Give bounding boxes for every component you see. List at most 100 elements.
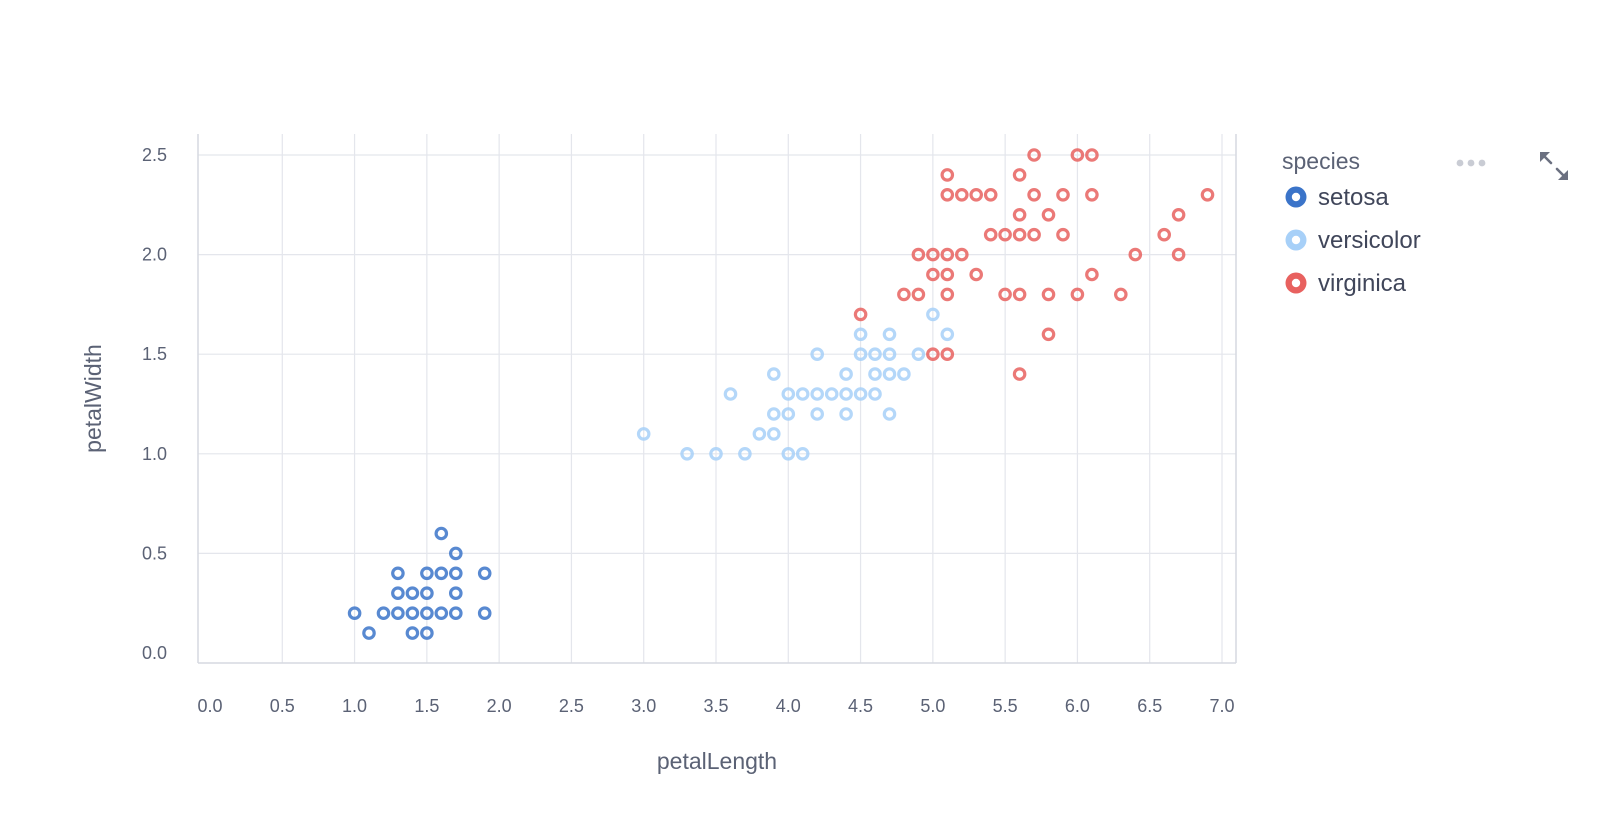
x-tick-label: 5.5	[993, 696, 1018, 716]
x-axis-title: petalLength	[657, 748, 777, 774]
point-virginica	[1085, 188, 1099, 202]
legend-label-versicolor: versicolor	[1318, 227, 1421, 254]
point-virginica	[926, 247, 940, 262]
point-versicolor	[926, 307, 940, 322]
point-virginica	[1128, 247, 1143, 262]
point-versicolor	[839, 407, 853, 421]
y-tick-label: 0.0	[142, 643, 167, 663]
point-virginica	[940, 347, 955, 361]
point-versicolor	[882, 327, 897, 342]
point-setosa	[434, 606, 449, 620]
point-versicolor	[766, 367, 781, 381]
point-versicolor	[882, 347, 897, 361]
point-setosa	[420, 566, 434, 581]
point-virginica	[1171, 247, 1186, 262]
point-virginica	[969, 267, 983, 282]
point-setosa	[448, 606, 463, 620]
fullscreen-expand-icon[interactable]	[1536, 148, 1572, 184]
x-tick-label: 1.0	[342, 696, 367, 716]
point-virginica	[1012, 168, 1027, 182]
point-virginica	[1085, 148, 1099, 162]
point-versicolor	[810, 407, 824, 421]
x-tick-label: 5.0	[920, 696, 945, 716]
more-dots	[1456, 159, 1486, 167]
point-virginica	[1027, 188, 1041, 202]
point-setosa	[477, 606, 492, 620]
legend-marker-hole	[1291, 192, 1301, 202]
point-virginica	[926, 347, 940, 361]
legend-marker-hole	[1291, 235, 1301, 245]
point-virginica	[940, 267, 955, 282]
point-virginica	[940, 247, 955, 262]
point-versicolor	[810, 347, 824, 361]
point-setosa	[477, 566, 492, 581]
point-versicolor	[882, 407, 897, 421]
point-versicolor	[781, 446, 796, 461]
point-setosa	[405, 606, 420, 620]
point-virginica	[940, 168, 955, 182]
point-virginica	[998, 287, 1012, 302]
point-versicolor	[766, 407, 781, 421]
point-virginica	[998, 227, 1012, 242]
point-virginica	[1200, 188, 1215, 202]
point-versicolor	[853, 347, 868, 361]
point-virginica	[940, 287, 955, 302]
point-virginica	[969, 188, 983, 202]
point-setosa	[405, 626, 420, 640]
x-tick-label: 3.0	[631, 696, 656, 716]
x-tick-label: 3.5	[703, 696, 728, 716]
data-points	[347, 148, 1215, 640]
point-versicolor	[839, 387, 853, 401]
point-setosa	[448, 566, 463, 581]
point-virginica	[897, 287, 911, 302]
point-setosa	[347, 606, 362, 620]
point-setosa	[362, 626, 376, 640]
x-tick-label: 4.0	[776, 696, 801, 716]
point-setosa	[376, 606, 391, 620]
point-virginica	[1157, 227, 1171, 242]
point-virginica	[1041, 287, 1056, 302]
point-versicolor	[853, 387, 868, 401]
point-versicolor	[709, 446, 723, 461]
point-versicolor	[868, 347, 882, 361]
point-virginica	[1012, 227, 1027, 242]
point-versicolor	[766, 427, 781, 441]
more-options-icon[interactable]	[1452, 150, 1490, 176]
point-virginica	[983, 188, 998, 202]
point-virginica	[1171, 208, 1186, 222]
point-versicolor	[723, 387, 738, 401]
y-tick-label: 0.5	[142, 543, 167, 563]
x-tick-label: 2.0	[487, 696, 512, 716]
point-virginica	[940, 188, 955, 202]
point-setosa	[448, 546, 463, 561]
point-versicolor	[752, 427, 767, 441]
legend-label-virginica: virginica	[1318, 270, 1407, 297]
x-tick-label: 6.0	[1065, 696, 1090, 716]
x-tick-label: 6.5	[1137, 696, 1162, 716]
point-virginica	[1012, 287, 1027, 302]
point-versicolor	[738, 446, 752, 461]
point-virginica	[1114, 287, 1128, 302]
point-setosa	[420, 586, 434, 600]
x-tick-label: 0.5	[270, 696, 295, 716]
point-virginica	[1056, 227, 1070, 242]
legend-marker-hole	[1291, 278, 1301, 288]
point-virginica	[926, 267, 940, 282]
point-virginica	[1027, 227, 1041, 242]
point-virginica	[954, 188, 969, 202]
point-setosa	[420, 606, 434, 620]
point-virginica	[1041, 327, 1056, 342]
point-virginica	[1027, 148, 1041, 162]
axes: 0.0 0.5 1.0 1.5 2.0 2.5 3.0 3.5 4.0 4.5 5.0 5.5 6.0 6…	[142, 134, 1237, 716]
legend-label-setosa: setosa	[1318, 184, 1389, 211]
point-setosa	[448, 586, 463, 600]
point-versicolor	[824, 387, 839, 401]
point-virginica	[1012, 367, 1027, 381]
point-versicolor	[680, 446, 694, 461]
point-versicolor	[897, 367, 911, 381]
point-versicolor	[868, 387, 882, 401]
point-versicolor	[853, 327, 868, 342]
x-tick-label: 1.5	[414, 696, 439, 716]
point-virginica	[911, 287, 926, 302]
legend: species setosa versicolor virginica	[1282, 148, 1421, 297]
